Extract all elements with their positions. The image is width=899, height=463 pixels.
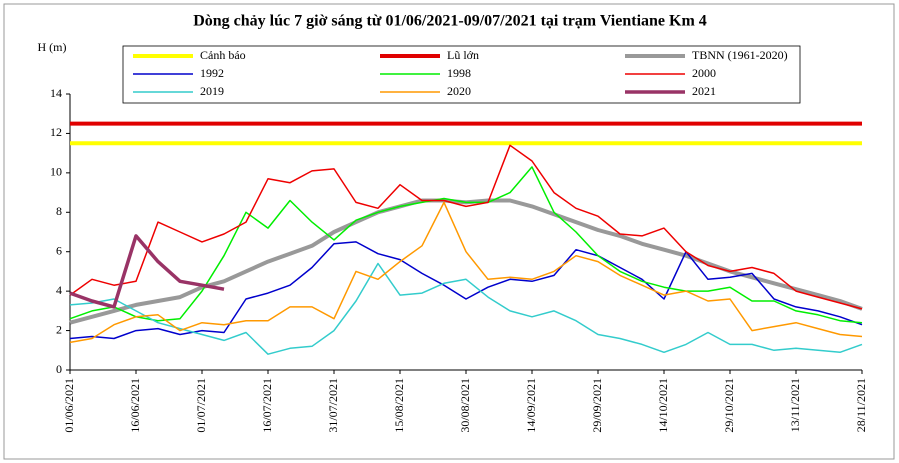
series-line bbox=[69, 262, 863, 355]
legend-label: 2000 bbox=[692, 66, 716, 80]
legend-label: 2021 bbox=[692, 84, 716, 98]
series-line bbox=[69, 201, 863, 344]
y-tick-label: 14 bbox=[50, 86, 62, 100]
x-tick-label: 29/10/2021 bbox=[722, 378, 736, 433]
legend-label: 1998 bbox=[447, 66, 471, 80]
series-line bbox=[69, 166, 863, 324]
y-tick-label: 6 bbox=[56, 243, 62, 257]
x-tick-label: 31/07/2021 bbox=[326, 378, 340, 433]
x-tick-label: 15/08/2021 bbox=[392, 378, 406, 433]
y-tick-label: 10 bbox=[50, 165, 62, 179]
x-tick-label: 28/11/2021 bbox=[854, 378, 868, 432]
x-tick-label: 01/06/2021 bbox=[62, 378, 76, 433]
legend-box bbox=[122, 45, 801, 104]
legend-label: Lũ lớn bbox=[447, 48, 479, 62]
x-tick-label: 01/07/2021 bbox=[194, 378, 208, 433]
legend-label: 2020 bbox=[447, 84, 471, 98]
x-tick-label: 14/10/2021 bbox=[656, 378, 670, 433]
legend-label: 2019 bbox=[200, 84, 224, 98]
series-line bbox=[69, 241, 863, 340]
series-line bbox=[69, 144, 863, 310]
x-tick-label: 30/08/2021 bbox=[458, 378, 472, 433]
y-tick-label: 2 bbox=[56, 322, 62, 336]
y-tick-label: 4 bbox=[56, 283, 62, 297]
y-axis-label: H (m) bbox=[38, 40, 67, 54]
legend-label: TBNN (1961-2020) bbox=[692, 48, 788, 62]
y-tick-label: 12 bbox=[50, 125, 62, 139]
legend-label: Cảnh báo bbox=[200, 48, 246, 62]
series-line bbox=[69, 234, 225, 309]
y-tick-label: 8 bbox=[56, 204, 62, 218]
x-tick-label: 14/09/2021 bbox=[524, 378, 538, 433]
y-tick-label: 0 bbox=[56, 362, 62, 376]
x-tick-label: 13/11/2021 bbox=[788, 378, 802, 432]
legend-label: 1992 bbox=[200, 66, 224, 80]
chart-title: Dòng chảy lúc 7 giờ sáng từ 01/06/2021-0… bbox=[193, 13, 707, 30]
x-tick-label: 29/09/2021 bbox=[590, 378, 604, 433]
x-tick-label: 16/07/2021 bbox=[260, 378, 274, 433]
x-tick-label: 16/06/2021 bbox=[128, 378, 142, 433]
